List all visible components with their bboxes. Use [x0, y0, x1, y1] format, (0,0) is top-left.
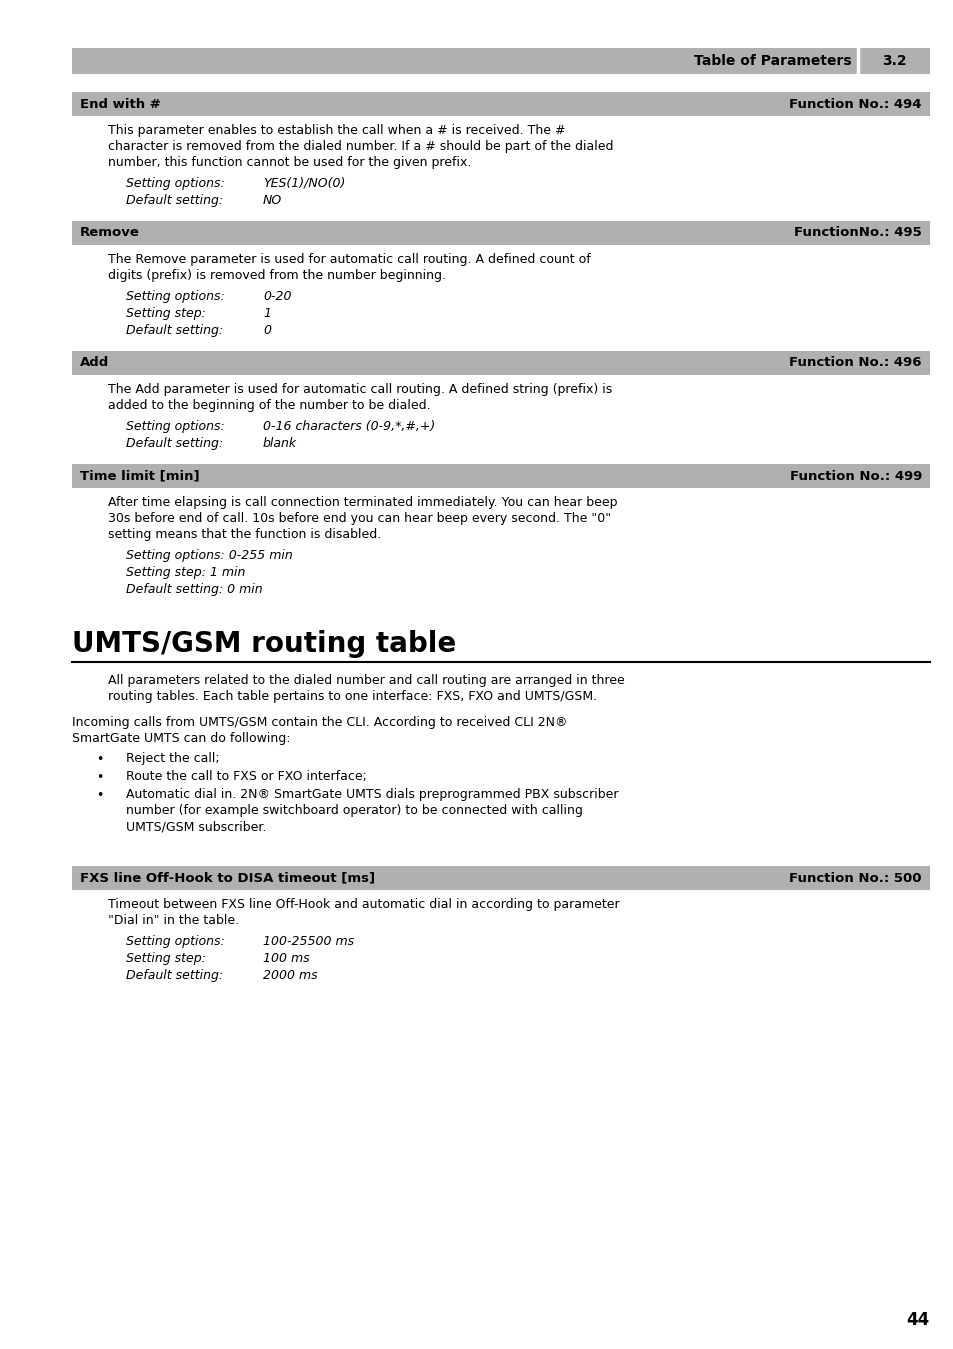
Text: Function No.: 499: Function No.: 499: [789, 469, 921, 483]
Bar: [71, 49, 929, 74]
Text: Automatic dial in. 2N® SmartGate UMTS dials preprogrammed PBX subscriber: Automatic dial in. 2N® SmartGate UMTS di…: [126, 788, 618, 801]
Bar: [71, 92, 929, 116]
Text: Add: Add: [80, 356, 110, 370]
Text: 0-16 characters (0-9,*,#,+): 0-16 characters (0-9,*,#,+): [263, 420, 435, 433]
Text: "Dial in" in the table.: "Dial in" in the table.: [108, 915, 239, 927]
Text: added to the beginning of the number to be dialed.: added to the beginning of the number to …: [108, 399, 430, 411]
Text: 1: 1: [263, 308, 271, 320]
Text: Time limit [min]: Time limit [min]: [80, 469, 199, 483]
Text: All parameters related to the dialed number and call routing are arranged in thr: All parameters related to the dialed num…: [108, 674, 624, 687]
Text: YES(1)/NO(0): YES(1)/NO(0): [263, 177, 345, 190]
Text: Function No.: 494: Function No.: 494: [789, 97, 921, 111]
Text: FXS line Off-Hook to DISA timeout [ms]: FXS line Off-Hook to DISA timeout [ms]: [80, 871, 375, 885]
Bar: [71, 351, 929, 375]
Text: number (for example switchboard operator) to be connected with calling: number (for example switchboard operator…: [126, 804, 582, 817]
Text: routing tables. Each table pertains to one interface: FXS, FXO and UMTS/GSM.: routing tables. Each table pertains to o…: [108, 689, 597, 703]
Text: Timeout between FXS line Off-Hook and automatic dial in according to parameter: Timeout between FXS line Off-Hook and au…: [108, 898, 619, 911]
Text: Remove: Remove: [80, 227, 140, 240]
Text: UMTS/GSM subscriber.: UMTS/GSM subscriber.: [126, 820, 266, 832]
Text: This parameter enables to establish the call when a # is received. The #: This parameter enables to establish the …: [108, 124, 565, 138]
Bar: [71, 221, 929, 246]
Text: 3.2: 3.2: [881, 54, 905, 67]
Text: Setting step:: Setting step:: [126, 308, 206, 320]
Text: 44: 44: [905, 1311, 929, 1329]
Text: End with #: End with #: [80, 97, 161, 111]
Text: The Remove parameter is used for automatic call routing. A defined count of: The Remove parameter is used for automat…: [108, 254, 590, 266]
Text: Setting options: 0-255 min: Setting options: 0-255 min: [126, 549, 293, 563]
Text: After time elapsing is call connection terminated immediately. You can hear beep: After time elapsing is call connection t…: [108, 496, 617, 509]
Text: character is removed from the dialed number. If a # should be part of the dialed: character is removed from the dialed num…: [108, 140, 613, 152]
Text: setting means that the function is disabled.: setting means that the function is disab…: [108, 527, 381, 541]
Text: Default setting:: Default setting:: [126, 437, 223, 451]
Text: Reject the call;: Reject the call;: [126, 751, 219, 765]
Text: Default setting: 0 min: Default setting: 0 min: [126, 583, 262, 596]
Text: digits (prefix) is removed from the number beginning.: digits (prefix) is removed from the numb…: [108, 268, 446, 282]
Text: Setting step: 1 min: Setting step: 1 min: [126, 567, 245, 579]
Text: •: •: [96, 789, 103, 803]
Text: 2000 ms: 2000 ms: [263, 969, 317, 982]
Text: Setting options:: Setting options:: [126, 177, 225, 190]
Text: The Add parameter is used for automatic call routing. A defined string (prefix) : The Add parameter is used for automatic …: [108, 383, 612, 397]
Text: 0-20: 0-20: [263, 290, 292, 304]
Text: 100-25500 ms: 100-25500 ms: [263, 935, 354, 948]
Text: Default setting:: Default setting:: [126, 324, 223, 337]
Text: Default setting:: Default setting:: [126, 969, 223, 982]
Text: 30s before end of call. 10s before end you can hear beep every second. The "0": 30s before end of call. 10s before end y…: [108, 513, 611, 525]
Text: Incoming calls from UMTS/GSM contain the CLI. According to received CLI 2N®: Incoming calls from UMTS/GSM contain the…: [71, 716, 567, 728]
Text: UMTS/GSM routing table: UMTS/GSM routing table: [71, 630, 456, 658]
Text: Route the call to FXS or FXO interface;: Route the call to FXS or FXO interface;: [126, 770, 367, 782]
Bar: [71, 866, 929, 890]
Text: Default setting:: Default setting:: [126, 194, 223, 206]
Text: blank: blank: [263, 437, 296, 451]
Text: NO: NO: [263, 194, 282, 206]
Text: FunctionNo.: 495: FunctionNo.: 495: [794, 227, 921, 240]
Text: Setting options:: Setting options:: [126, 290, 225, 304]
Text: •: •: [96, 753, 103, 766]
Bar: [71, 464, 929, 488]
Text: 0: 0: [263, 324, 271, 337]
Text: number, this function cannot be used for the given prefix.: number, this function cannot be used for…: [108, 156, 471, 169]
Text: SmartGate UMTS can do following:: SmartGate UMTS can do following:: [71, 733, 291, 745]
Text: Function No.: 500: Function No.: 500: [789, 871, 921, 885]
Text: •: •: [96, 772, 103, 784]
Text: 100 ms: 100 ms: [263, 952, 310, 965]
Text: Table of Parameters: Table of Parameters: [694, 54, 851, 67]
Text: Function No.: 496: Function No.: 496: [789, 356, 921, 370]
Text: Setting options:: Setting options:: [126, 420, 225, 433]
Text: Setting options:: Setting options:: [126, 935, 225, 948]
Text: Setting step:: Setting step:: [126, 952, 206, 965]
